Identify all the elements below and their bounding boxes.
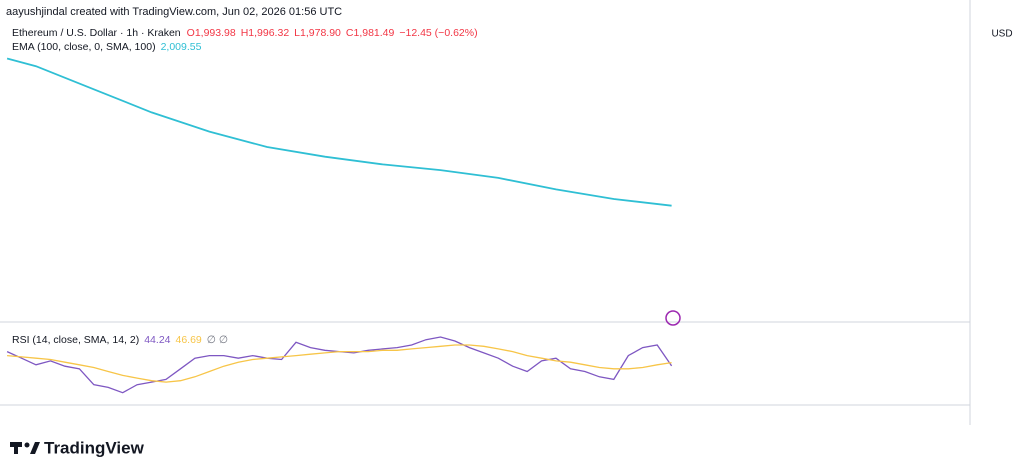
- ema-line: EMA (100, close, 0, SMA, 100) 2,009.55: [12, 41, 202, 53]
- rsi-series: [7, 344, 672, 383]
- plot: [6, 57, 673, 394]
- rsi-line: RSI (14, close, SMA, 14, 2) 44.24 46.69 ∅ ∅: [12, 334, 228, 346]
- symbol-line: Ethereum / U.S. Dollar · 1h · Kraken O1,9…: [12, 27, 478, 39]
- ohlc: −12.45 (−0.62%): [399, 27, 477, 39]
- rsi-extra: ∅ ∅: [207, 334, 228, 346]
- ohlc: O1,993.98: [187, 27, 236, 39]
- ohlc: C1,981.49: [346, 27, 395, 39]
- credit: aayushjindal created with TradingView.co…: [6, 6, 342, 18]
- ohlc: L1,978.90: [294, 27, 341, 39]
- alert-icon[interactable]: [665, 310, 681, 326]
- ema-line: [6, 57, 672, 207]
- currency: USD: [991, 29, 1012, 40]
- brand: TradingView: [44, 438, 145, 457]
- ema-value: 2,009.55: [161, 41, 202, 53]
- symbol: Ethereum / U.S. Dollar · 1h · Kraken: [12, 27, 181, 39]
- ohlc: H1,996.32: [241, 27, 290, 39]
- brand-logo: [10, 442, 40, 454]
- ema-label: EMA (100, close, 0, SMA, 100): [12, 41, 156, 53]
- rsi-value: 44.24: [144, 334, 170, 346]
- rsi-ma-value: 46.69: [176, 334, 202, 346]
- rsi-label: RSI (14, close, SMA, 14, 2): [12, 334, 139, 346]
